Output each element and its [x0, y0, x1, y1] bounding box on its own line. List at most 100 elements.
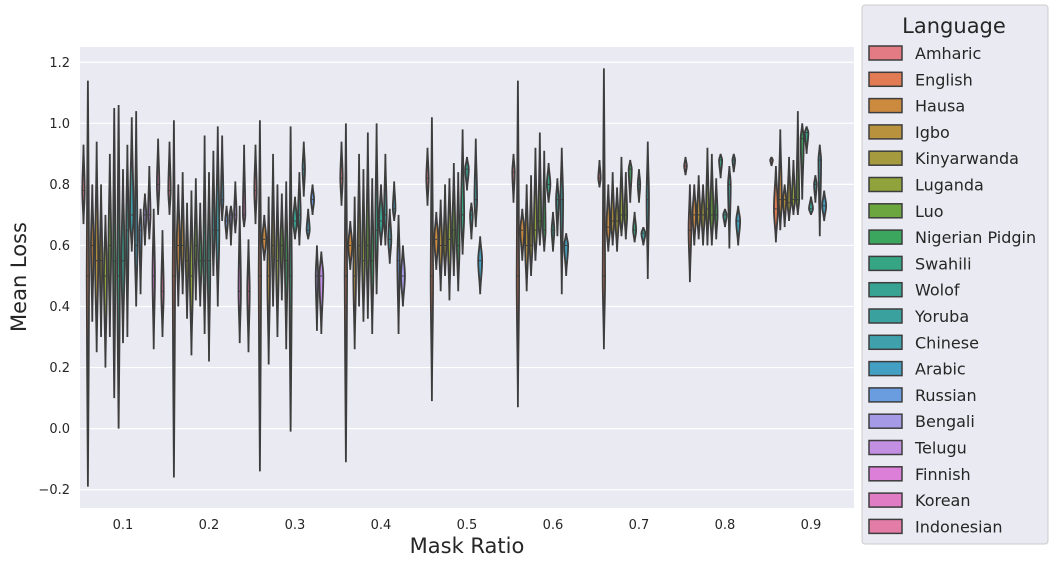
violin-hausa-0.7 — [605, 184, 611, 252]
legend-label: Arabic — [915, 360, 966, 379]
violin-english-0.1 — [85, 80, 90, 487]
legend-swatch — [868, 308, 903, 324]
legend-swatch — [868, 229, 903, 245]
violin-swahili-0.9 — [803, 126, 810, 154]
legend: Language Amharic English Hausa Igbo Kinyarwa… — [861, 4, 1049, 545]
legend-swatch — [868, 518, 903, 535]
violin-telugu-0.3 — [318, 251, 325, 334]
violin-english-0.7 — [601, 68, 606, 350]
legend-swatch — [868, 203, 903, 219]
violin-russian-0.4 — [396, 214, 401, 334]
legend-label: Telugu — [914, 439, 967, 458]
x-axis-label: Mask Ratio — [410, 534, 525, 558]
violin-swahili-0.7 — [632, 211, 638, 243]
violin-amharic-0.5 — [425, 147, 430, 206]
legend-swatch — [868, 124, 903, 140]
violin-swahili-0.8 — [718, 153, 724, 179]
legend-swatch — [868, 150, 903, 166]
legend-entries: Amharic English Hausa Igbo Kinyarwanda Lugand… — [868, 44, 1036, 536]
violin-english-0.9 — [773, 166, 779, 243]
legend-swatch — [868, 360, 903, 377]
violin-luganda-0.8 — [705, 147, 710, 246]
violin-luganda-0.4 — [361, 169, 366, 322]
legend-label: Russian — [915, 386, 977, 405]
violin-english-0.6 — [515, 80, 520, 408]
violin-english-0.3 — [257, 120, 262, 472]
violin-chinese-0.6 — [559, 147, 564, 295]
violin-yoruba-0.4 — [383, 153, 388, 246]
y-tick-label: 0.0 — [49, 422, 70, 437]
violin-wolof-0.8 — [722, 208, 728, 228]
violin-igbo-0.8 — [696, 175, 702, 240]
violin-luganda-0.9 — [791, 159, 796, 215]
violin-swahili-0.6 — [545, 162, 552, 203]
violin-finnish-0.2 — [237, 205, 242, 344]
legend-swatch — [868, 334, 903, 351]
violin-igbo-0.7 — [610, 172, 616, 246]
y-tick-label: 0.6 — [49, 239, 70, 254]
legend-label: Luganda — [915, 176, 984, 195]
violin-wolof-0.5 — [464, 156, 470, 191]
x-tick-label: 0.5 — [457, 518, 478, 533]
x-tick-label: 0.1 — [113, 518, 134, 533]
violin-yoruba-0.6 — [555, 178, 560, 237]
legend-label: Indonesian — [915, 517, 1003, 536]
violin-hausa-0.9 — [777, 129, 783, 231]
legend-label: Kinyarwanda — [915, 149, 1019, 168]
legend-label: Hausa — [915, 97, 965, 116]
legend-label: Bengali — [915, 412, 975, 431]
violin-wolof-0.3 — [292, 196, 298, 240]
violin-english-0.8 — [687, 184, 693, 283]
violin-igbo-0.4 — [352, 196, 357, 350]
legend-label: Wolof — [915, 281, 960, 300]
violin-yoruba-0.1 — [125, 144, 130, 338]
legend-swatch — [868, 255, 903, 272]
legend-label: Igbo — [915, 123, 950, 142]
violin-wolof-0.4 — [378, 184, 384, 246]
x-tick-label: 0.7 — [629, 518, 650, 533]
violin-yoruba-0.8 — [727, 166, 732, 249]
violin-nigerian-pidgin-0.1 — [112, 108, 117, 399]
legend-swatch — [868, 97, 903, 114]
violin-chinese-0.8 — [731, 153, 736, 173]
violin-kinyarwanda-0.3 — [270, 153, 276, 307]
violin-igbo-0.9 — [782, 184, 788, 228]
violin-arabic-0.5 — [477, 236, 484, 295]
violin-nigerian-pidgin-0.3 — [284, 181, 289, 350]
violin-arabic-0.6 — [563, 233, 570, 276]
violin-chinese-0.2 — [215, 126, 221, 307]
violin-wolof-0.2 — [206, 172, 212, 362]
violin-luganda-0.6 — [533, 147, 538, 261]
violin-korean-0.2 — [242, 144, 247, 228]
violin-nigerian-pidgin-0.2 — [198, 202, 203, 307]
violin-arabic-0.3 — [305, 208, 311, 240]
legend-swatch — [868, 45, 903, 61]
violin-amharic-0.9 — [769, 156, 774, 167]
legend-label: Swahili — [915, 254, 972, 273]
violin-amharic-0.6 — [511, 153, 516, 203]
violin-russian-0.1 — [138, 208, 143, 295]
x-tick-label: 0.8 — [715, 518, 736, 533]
violin-yoruba-0.2 — [211, 150, 216, 276]
violin-luo-0.5 — [451, 163, 457, 276]
violin-chinese-0.7 — [645, 141, 650, 280]
legend-swatch — [868, 413, 903, 429]
violin-bengali-0.3 — [314, 245, 320, 331]
legend-frame — [861, 4, 1049, 545]
legend-swatch — [868, 387, 903, 403]
legend-label: Yoruba — [914, 307, 969, 326]
violin-russian-0.2 — [224, 205, 229, 240]
legend-swatch — [868, 71, 903, 88]
violin-luo-0.6 — [537, 132, 543, 246]
violin-amharic-0.3 — [253, 144, 258, 225]
violin-bengali-0.1 — [142, 193, 148, 246]
violin-finnish-0.1 — [151, 208, 156, 350]
violin-igbo-0.2 — [180, 172, 185, 295]
violin-korean-0.1 — [156, 138, 161, 215]
y-tick-label: 0.8 — [49, 178, 70, 193]
y-tick-labels: −0.2 0.0 0.2 0.4 0.6 0.8 1.0 1.2 — [38, 56, 70, 498]
legend-swatch — [868, 466, 903, 482]
x-tick-label: 0.3 — [285, 518, 306, 533]
violin-nigerian-pidgin-0.8 — [714, 178, 719, 240]
